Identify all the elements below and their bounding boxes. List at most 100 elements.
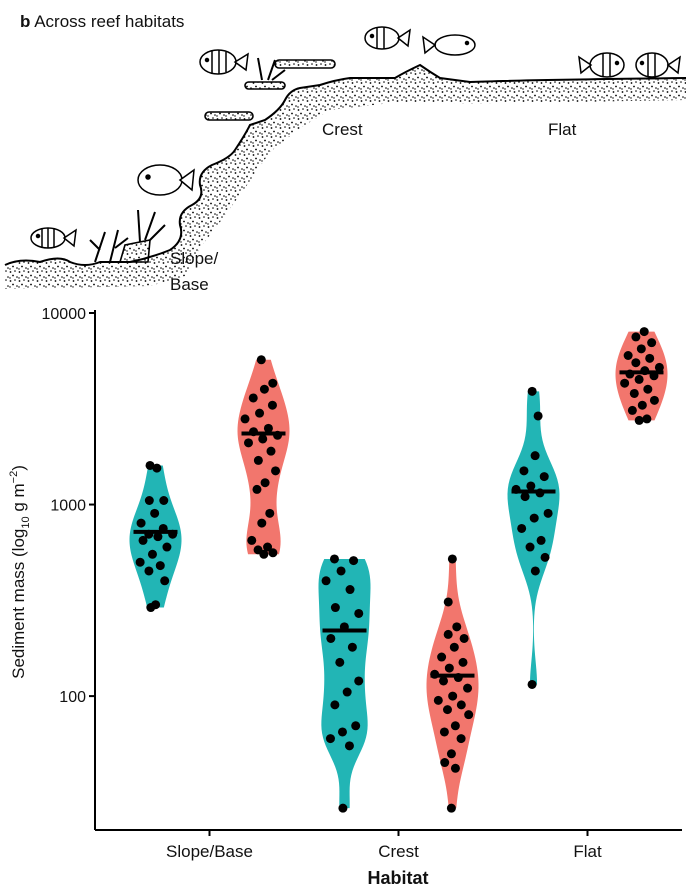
y-axis-label: Sediment mass (log10 g m−2) xyxy=(8,465,32,679)
data-point xyxy=(145,496,154,505)
data-point xyxy=(448,692,457,701)
data-point xyxy=(252,485,261,494)
data-point xyxy=(450,643,459,652)
data-point xyxy=(457,734,466,743)
data-point xyxy=(444,630,453,639)
panel-title: b Across reef habitats xyxy=(20,12,184,31)
x-tick-label: Crest xyxy=(378,842,419,861)
data-point xyxy=(255,409,264,418)
data-point xyxy=(643,385,652,394)
data-point xyxy=(452,622,461,631)
data-point xyxy=(267,447,276,456)
habitat-label: Flat xyxy=(548,120,577,139)
habitat-label: Slope/ xyxy=(170,249,218,268)
data-point xyxy=(254,456,263,465)
data-point xyxy=(335,658,344,667)
data-point xyxy=(440,727,449,736)
data-point xyxy=(443,705,452,714)
data-point xyxy=(635,375,644,384)
data-point xyxy=(437,653,446,662)
data-point xyxy=(530,514,539,523)
data-point xyxy=(354,609,363,618)
data-point xyxy=(541,553,550,562)
data-point xyxy=(261,478,270,487)
data-point xyxy=(348,643,357,652)
data-point xyxy=(534,411,543,420)
x-tick-label: Slope/Base xyxy=(166,842,253,861)
y-label-part: ) xyxy=(9,465,28,471)
data-point xyxy=(257,355,266,364)
data-point xyxy=(439,676,448,685)
data-point xyxy=(434,696,443,705)
data-point xyxy=(464,710,473,719)
data-point xyxy=(259,550,268,559)
data-point xyxy=(337,566,346,575)
data-point xyxy=(257,519,266,528)
data-point xyxy=(159,496,168,505)
data-point xyxy=(326,734,335,743)
data-point xyxy=(631,332,640,341)
data-point xyxy=(640,327,649,336)
x-axis-label: Habitat xyxy=(367,868,428,888)
data-point xyxy=(152,464,161,473)
data-point xyxy=(624,351,633,360)
data-point xyxy=(630,389,639,398)
data-point xyxy=(637,344,646,353)
data-point xyxy=(519,466,528,475)
habitat-label: Base xyxy=(170,275,209,294)
violin xyxy=(508,391,560,684)
data-point xyxy=(326,634,335,643)
data-point xyxy=(150,509,159,518)
data-point xyxy=(330,700,339,709)
data-point xyxy=(645,354,654,363)
data-point xyxy=(531,566,540,575)
data-point xyxy=(642,414,651,423)
data-point xyxy=(526,543,535,552)
data-point xyxy=(271,466,280,475)
data-point xyxy=(650,396,659,405)
data-point xyxy=(349,556,358,565)
data-point xyxy=(526,481,535,490)
data-point xyxy=(638,401,647,410)
data-point xyxy=(463,684,472,693)
data-point xyxy=(160,576,169,585)
panel-title-text: Across reef habitats xyxy=(34,12,184,31)
data-point xyxy=(460,634,469,643)
data-point xyxy=(249,393,258,402)
data-point xyxy=(440,758,449,767)
data-point xyxy=(146,603,155,612)
data-point xyxy=(517,524,526,533)
data-point xyxy=(136,558,145,567)
data-point xyxy=(444,597,453,606)
panel-letter: b xyxy=(20,12,30,31)
data-point xyxy=(531,451,540,460)
data-point xyxy=(338,804,347,813)
data-point xyxy=(544,509,553,518)
data-point xyxy=(144,566,153,575)
data-point xyxy=(162,543,171,552)
reef-illustration: b Across reef habitats Crest Flat Slope/… xyxy=(5,12,686,294)
y-tick-label: 1000 xyxy=(50,498,86,515)
data-point xyxy=(268,401,277,410)
data-point xyxy=(330,554,339,563)
data-point xyxy=(322,576,331,585)
data-point xyxy=(241,414,250,423)
habitat-label: Crest xyxy=(322,120,363,139)
data-point xyxy=(528,680,537,689)
data-point xyxy=(260,385,269,394)
data-point xyxy=(635,416,644,425)
data-point xyxy=(459,658,468,667)
data-point xyxy=(258,434,267,443)
data-point xyxy=(331,603,340,612)
data-point xyxy=(139,536,148,545)
violin xyxy=(319,559,371,808)
y-label-part: Sediment mass (log xyxy=(9,529,28,679)
data-point xyxy=(343,688,352,697)
data-point xyxy=(346,585,355,594)
y-label-part: g m xyxy=(9,483,28,516)
y-label-sup: −2 xyxy=(8,471,20,484)
data-point xyxy=(354,676,363,685)
data-point xyxy=(244,438,253,447)
data-point xyxy=(537,536,546,545)
data-point xyxy=(338,727,347,736)
